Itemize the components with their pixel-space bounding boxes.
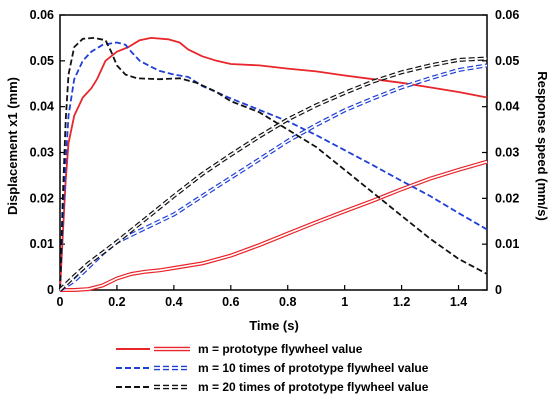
legend-label: m = 20 times of prototype flywheel value [198,380,429,394]
y-right-tick-label: 0.05 [495,54,519,68]
y-axis-right-label: Response speed (mm/s) [535,71,550,221]
series-prototype-displacement-inner [60,160,488,291]
y-left-tick-label: 0.06 [30,8,54,22]
y-right-tick-label: 0.06 [495,8,519,22]
series-twenty-times-displacement [58,56,488,292]
series-ten-times-speed [59,41,488,291]
series-twenty-times-speed [59,37,488,291]
x-axis-ticks: 0 0.2 0.4 0.6 0.8 1 1.2 1.4 [57,285,467,309]
legend: m = prototype flywheel value m = 10 times… [116,342,429,394]
y-right-tick-label: 0.03 [495,146,519,160]
y-right-tick-label: 0.02 [495,191,519,205]
x-tick-label: 0.2 [108,295,125,309]
x-tick-label: 1.2 [393,295,410,309]
series-layer [58,37,488,292]
x-tick-label: 0 [57,295,64,309]
y-left-tick-label: 0.05 [30,54,54,68]
series-ten-times-displacement [58,63,488,292]
y-axis-left-ticks: 0 0.01 0.02 0.03 0.04 0.05 0.06 [30,8,65,297]
y-axis-left-label: Displacement x1 (mm) [5,77,20,215]
x-axis-label: Time (s) [249,318,299,333]
series-twenty-times-displacement-inner [59,57,488,291]
y-left-tick-label: 0.02 [30,191,54,205]
x-tick-label: 0.6 [222,295,239,309]
series-ten-times-displacement-inner [59,64,488,291]
y-left-tick-label: 0 [47,283,54,297]
y-left-tick-label: 0.03 [30,146,54,160]
x-tick-label: 1 [341,295,348,309]
x-tick-label: 0.4 [165,295,182,309]
y-left-tick-label: 0.01 [30,237,54,251]
y-right-tick-label: 0.04 [495,100,519,114]
y-right-tick-label: 0.01 [495,237,519,251]
y-left-tick-label: 0.04 [30,100,54,114]
legend-label: m = 10 times of prototype flywheel value [198,361,429,375]
x-tick-label: 1.4 [450,295,467,309]
legend-label: m = prototype flywheel value [198,342,363,356]
y-axis-right-ticks: 0 0.01 0.02 0.03 0.04 0.05 0.06 [482,8,519,297]
series-prototype-speed [59,37,488,291]
x-tick-label: 0.8 [279,295,296,309]
y-right-tick-label: 0 [495,283,502,297]
